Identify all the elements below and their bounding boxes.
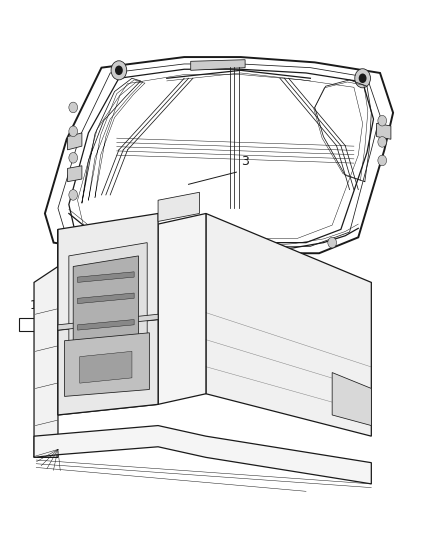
Polygon shape [191,60,245,70]
Circle shape [111,61,127,80]
Circle shape [378,136,387,147]
Polygon shape [78,272,134,282]
Circle shape [69,102,78,113]
Polygon shape [45,57,393,253]
Polygon shape [34,229,58,457]
Polygon shape [158,214,206,405]
Polygon shape [58,314,158,330]
Polygon shape [73,256,138,351]
Polygon shape [78,293,134,304]
Circle shape [69,190,78,200]
Circle shape [69,152,78,163]
Text: 1: 1 [30,298,38,312]
Polygon shape [34,425,371,484]
Polygon shape [58,319,158,415]
Circle shape [355,69,371,88]
Polygon shape [58,214,158,415]
Circle shape [378,155,387,166]
Circle shape [69,126,78,136]
Polygon shape [64,333,149,397]
Circle shape [378,115,387,126]
Polygon shape [69,243,147,394]
Polygon shape [158,192,199,221]
Circle shape [328,237,336,248]
Polygon shape [80,351,132,383]
Text: 3: 3 [241,156,249,168]
Polygon shape [67,166,82,182]
Circle shape [132,237,141,248]
Circle shape [115,66,123,75]
Polygon shape [78,319,134,330]
Polygon shape [206,214,371,436]
Polygon shape [377,123,391,139]
Polygon shape [332,373,371,425]
Circle shape [359,74,367,83]
Polygon shape [67,133,82,150]
